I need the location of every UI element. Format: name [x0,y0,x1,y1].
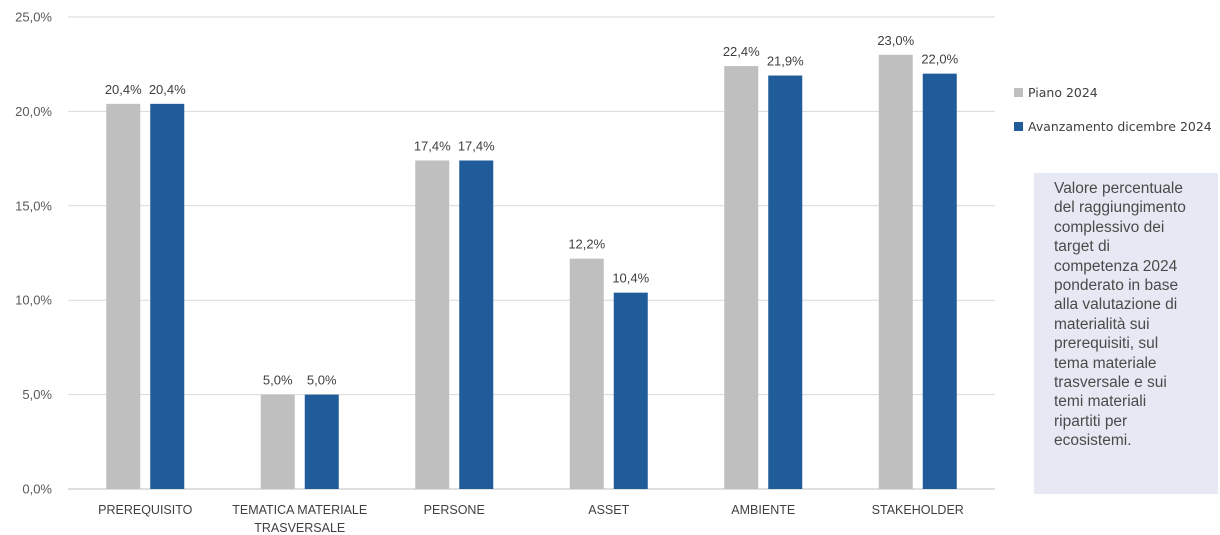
data-label: 20,4% [149,82,186,97]
note-box: Valore percentuale del raggiungimento co… [1034,173,1218,494]
bar [106,103,141,490]
note-line: ecosistemi. [1054,432,1132,450]
note-line: alla valutazione di [1054,296,1178,314]
y-tick-label: 10,0% [15,293,52,308]
x-tick-label: TRASVERSALE [254,521,345,535]
note-line: tema materiale [1054,354,1157,372]
y-tick-label: 0,0% [22,482,52,497]
note-line: trasversale e sui [1054,374,1167,392]
y-tick-label: 20,0% [15,104,52,119]
bar [260,394,295,489]
bar [613,292,648,489]
legend: Piano 2024 Avanzamento dicembre 2024 [1014,84,1212,152]
legend-label-piano: Piano 2024 [1028,84,1098,100]
legend-item-piano: Piano 2024 [1014,84,1212,100]
y-tick-label: 5,0% [22,387,52,402]
data-label: 5,0% [307,373,337,388]
bar [415,160,450,489]
note-line: Valore percentuale [1054,180,1183,197]
y-tick-label: 25,0% [15,10,52,25]
legend-swatch-avanzamento [1014,121,1023,131]
y-tick-label: 15,0% [15,198,52,213]
data-label: 20,4% [105,82,142,97]
note-line: materialità sui [1054,315,1150,333]
data-label: 17,4% [458,138,495,153]
legend-label-avanzamento: Avanzamento dicembre 2024 [1028,118,1212,134]
x-tick-label: STAKEHOLDER [872,503,964,517]
note-line: ponderato in base [1054,277,1179,295]
note-line: complessivo dei [1054,218,1165,236]
data-label: 17,4% [414,138,451,153]
note-line: del raggiungimento [1054,199,1186,217]
data-label: 12,2% [568,237,605,252]
x-tick-label: PREREQUISITO [98,503,193,517]
legend-swatch-piano [1014,87,1023,97]
x-tick-label: PERSONE [424,503,485,517]
bar [459,160,494,489]
note-line: prerequisiti, sul [1054,335,1159,353]
note-text: Valore percentuale del raggiungimento co… [1054,179,1210,451]
data-label: 22,4% [723,44,760,59]
x-tick-label: ASSET [588,503,629,517]
bar [922,73,957,489]
data-label: 5,0% [263,373,293,388]
bar [304,394,339,489]
data-label: 21,9% [767,54,804,69]
bar [878,54,913,489]
bar [569,258,604,489]
note-line: competenza 2024 [1054,257,1178,275]
bar [768,75,803,489]
note-line: target di [1054,238,1111,256]
bar [150,103,185,490]
x-tick-label: AMBIENTE [731,503,795,517]
x-tick-label: TEMATICA MATERIALE [232,503,367,517]
bar [724,66,759,489]
data-label: 23,0% [877,33,914,48]
data-label: 22,0% [921,52,958,67]
data-label: 10,4% [612,271,649,286]
legend-item-avanzamento: Avanzamento dicembre 2024 [1014,118,1212,134]
note-line: ripartiti per [1054,412,1128,430]
note-line: temi materiali [1054,393,1147,411]
